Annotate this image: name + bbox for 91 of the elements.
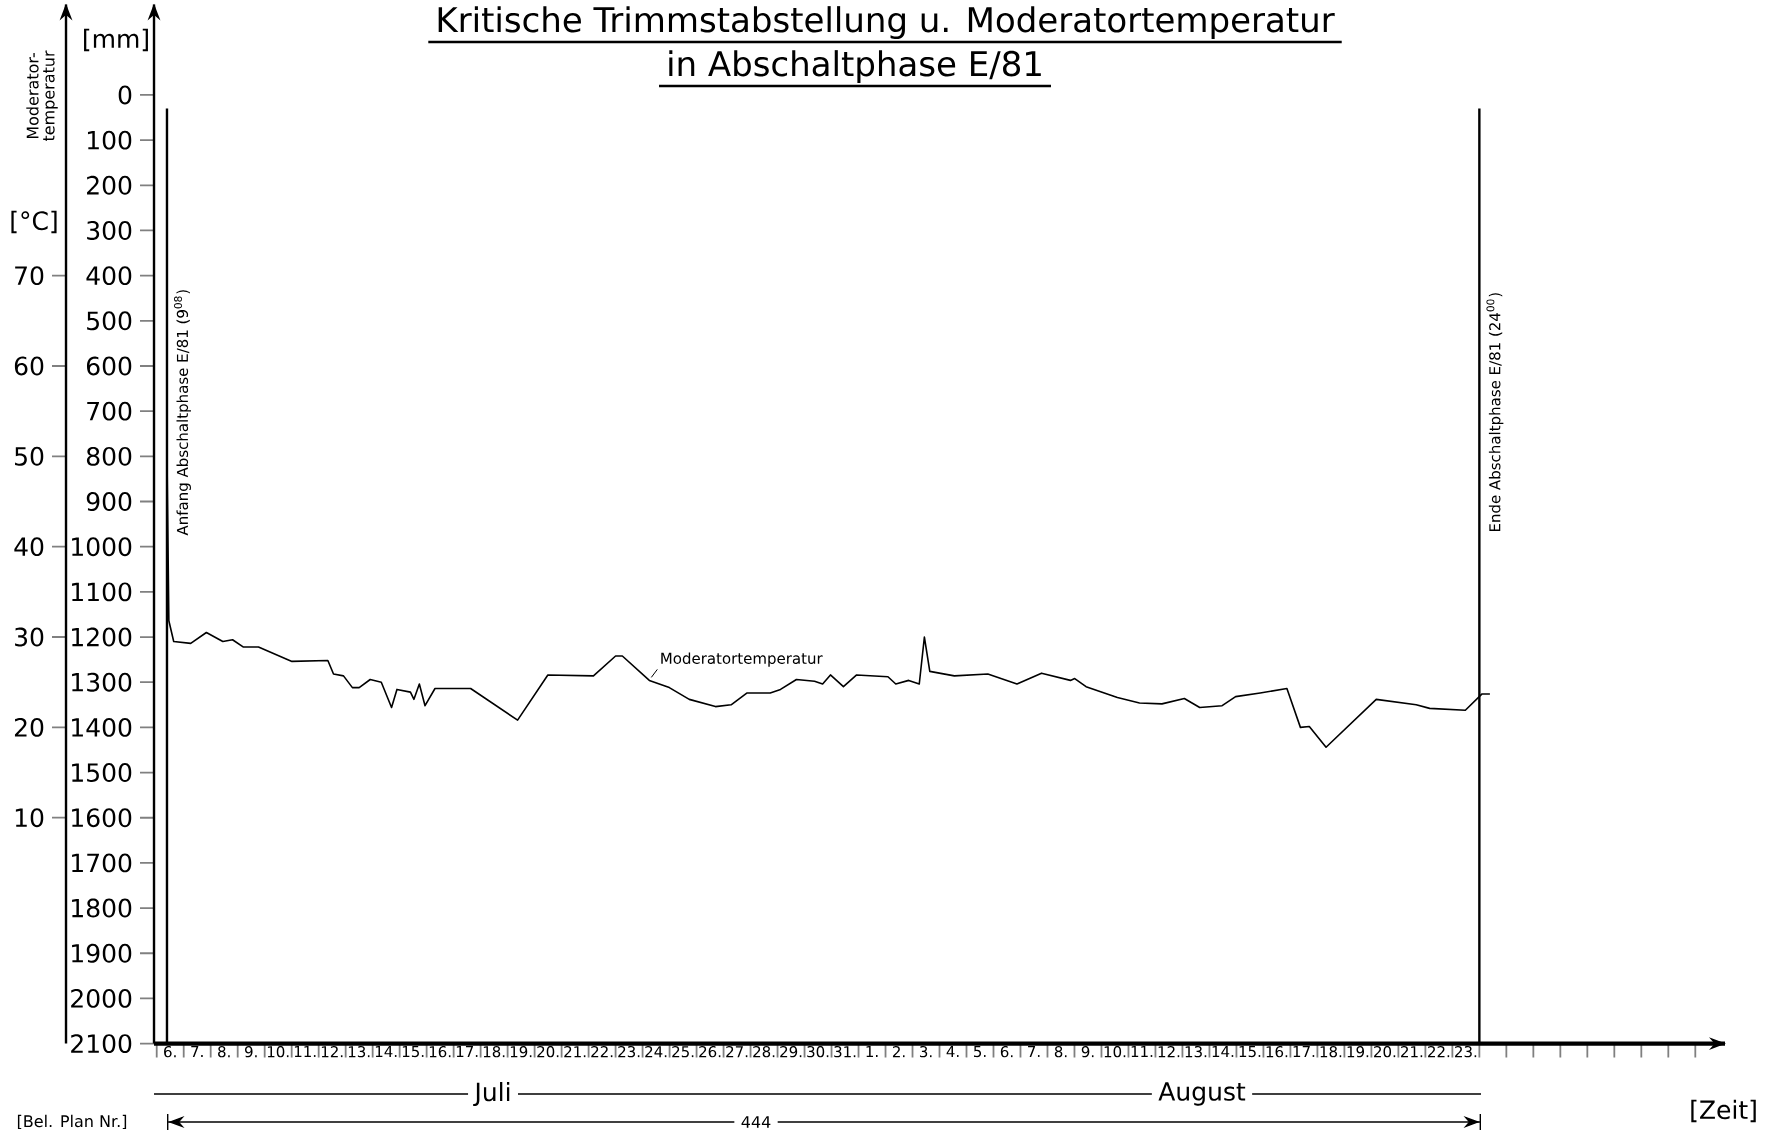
x-tick-label: 9. (1081, 1046, 1094, 1058)
x-tick-label: 22. (1428, 1046, 1450, 1058)
x-tick-label: 16. (429, 1046, 451, 1058)
x-tick-label: 29. (780, 1046, 802, 1058)
x-tick-label: 6. (1000, 1046, 1013, 1058)
x-tick-label: 20. (537, 1046, 559, 1058)
chart-title: Kritische Trimmstabstellung u. Moderatortemperatur (438, 6, 1335, 40)
x-tick-label: 4. (946, 1046, 959, 1057)
y-tick-label: 900 (86, 492, 132, 511)
y-tick-label: 1700 (72, 853, 132, 873)
x-tick-label: 8. (1054, 1046, 1067, 1058)
x-tick-label: 23. (618, 1046, 640, 1058)
x-tick-label: 11. (1131, 1046, 1153, 1057)
y-tick-label: 100 (87, 130, 132, 150)
y-tick-label: 800 (86, 446, 132, 466)
y-tick-label: 200 (87, 175, 132, 195)
y2-tick-label: 70 (15, 266, 44, 286)
x-tick-label: 10. (267, 1046, 289, 1058)
x-tick-label: 31. (834, 1046, 856, 1058)
x-tick-label: 17. (456, 1046, 478, 1057)
x-tick-label: 17. (1293, 1046, 1315, 1057)
x-tick-label: 13. (348, 1046, 370, 1058)
y2-tick-label: 30 (15, 627, 44, 647)
y2-tick-label: 10 (15, 808, 44, 828)
y2-tick-label: 20 (14, 717, 44, 737)
y-tick-label: 600 (86, 356, 132, 376)
y2-tick-label: 50 (15, 446, 44, 466)
y-tick-label: 400 (86, 266, 132, 286)
y-tick-label: 1900 (72, 943, 132, 963)
x-tick-label: 7. (1028, 1046, 1040, 1057)
text: Juli (473, 1081, 510, 1106)
x-tick-label: 3. (919, 1046, 932, 1058)
x-tick-label: 28. (753, 1046, 775, 1058)
x-tick-label: 12. (1158, 1046, 1180, 1058)
x-tick-label: 14. (1212, 1046, 1234, 1057)
x-tick-label: 13. (1185, 1046, 1207, 1058)
y-tick-label: 1800 (72, 898, 132, 918)
x-tick-label: 27. (726, 1046, 748, 1058)
x-tick-label: 19. (1347, 1046, 1369, 1058)
y-tick-label: 1300 (72, 672, 132, 692)
y-tick-label: 300 (87, 221, 132, 240)
ref-line-label: Anfang Abschaltphase E/81 (9$^{08}$) (174, 290, 191, 536)
x-tick-label: 7. (191, 1046, 203, 1057)
y-tick-label: 1500 (72, 763, 132, 782)
y-tick-label: 1000 (72, 537, 132, 557)
x-tick-label: 18. (1320, 1046, 1342, 1058)
y-tick-label: 1100 (72, 582, 132, 602)
text: [Bel. Plan Nr.] (17, 1114, 127, 1130)
y-tick-label: 1600 (72, 808, 132, 828)
y-tick-label: 1400 (72, 717, 132, 737)
x-tick-label: 21. (564, 1046, 586, 1058)
y2-tick-label: 60 (14, 356, 44, 376)
y-tick-label: 500 (87, 311, 132, 331)
x-tick-label: 23. (1455, 1046, 1477, 1058)
x-tick-label: 14. (375, 1046, 397, 1057)
x-tick-label: 2. (892, 1046, 905, 1058)
y-tick-label: 1200 (72, 627, 132, 647)
x-tick-label: 19. (510, 1046, 532, 1058)
x-tick-label: 26. (699, 1046, 721, 1058)
x-tick-label: 8. (218, 1046, 230, 1058)
y-tick-label: 2000 (71, 988, 132, 1008)
y2-axis-title: Moderator- temperatur (26, 50, 58, 142)
x-tick-label: 20. (1374, 1046, 1396, 1058)
x-tick-label: 22. (591, 1046, 613, 1058)
x-axis-title: [Zeit] (1691, 1099, 1756, 1123)
x-tick-label: 12. (321, 1046, 343, 1058)
x-tick-label: 10. (1104, 1046, 1126, 1058)
x-tick-label: 24. (645, 1046, 667, 1058)
x-tick-label: 25. (672, 1046, 694, 1058)
y-tick-label: 700 (87, 401, 132, 421)
x-tick-label: 18. (483, 1046, 505, 1058)
text: August (1158, 1082, 1246, 1106)
y2-tick-label: 40 (14, 537, 44, 557)
text: [°C] (11, 210, 57, 234)
text: 444 (741, 1116, 771, 1128)
x-tick-label: 30. (807, 1046, 829, 1058)
x-tick-label: 5. (974, 1046, 986, 1058)
ref-line-label: Ende Abschaltphase E/81 (24$^{00}$) (1486, 293, 1504, 532)
x-tick-label: 9. (244, 1046, 257, 1058)
x-tick-label: 6. (164, 1046, 176, 1058)
x-tick-label: 11. (294, 1046, 316, 1057)
x-tick-label: 21. (1401, 1046, 1423, 1058)
x-tick-label: 15. (402, 1046, 424, 1058)
y-tick-label: 0 (118, 85, 132, 105)
x-tick-label: 1. (866, 1046, 878, 1057)
text: in Abschaltphase E/81 (669, 50, 1041, 84)
y-tick-label: 2100 (71, 1034, 132, 1054)
y-axis-title: [mm] (84, 28, 148, 52)
x-tick-label: 16. (1266, 1046, 1288, 1058)
x-tick-label: 15. (1239, 1046, 1261, 1058)
series-label: Moderatortemperatur (661, 652, 823, 667)
